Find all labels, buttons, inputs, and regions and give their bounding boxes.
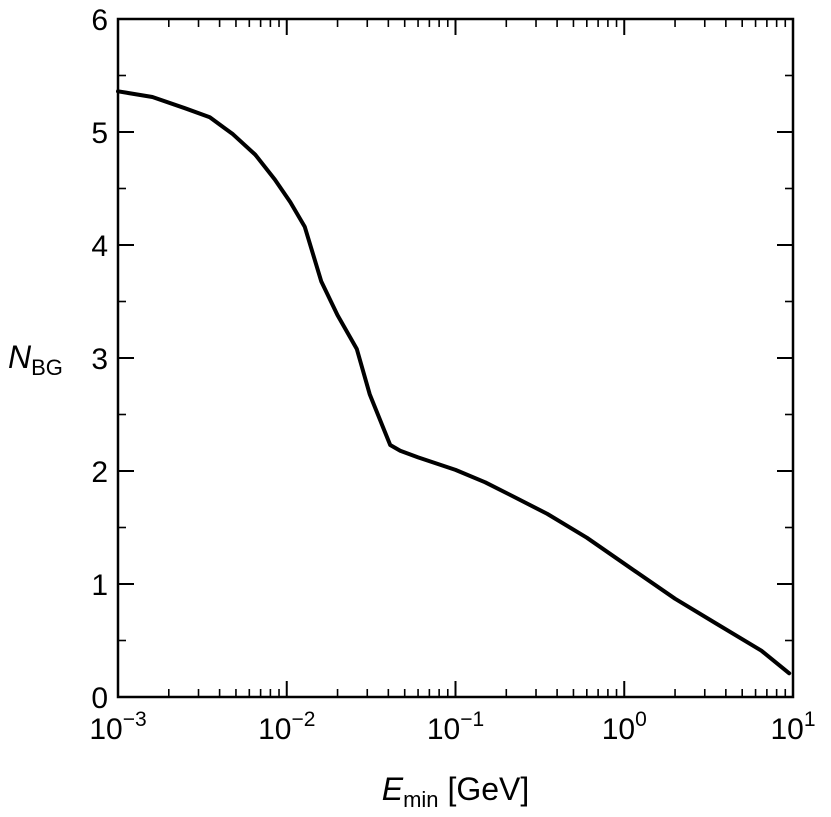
x-tick-label-exponent: 0 (635, 708, 647, 731)
minor-ticks (118, 19, 793, 697)
y-tick-label: 1 (91, 569, 108, 602)
y-tick-label: 6 (91, 4, 108, 37)
x-axis-label-sub: min (403, 787, 438, 812)
x-tick-label: 10−2 (258, 708, 315, 746)
x-tick-label-exponent: 1 (804, 708, 816, 731)
y-tick-label: 5 (91, 117, 108, 150)
series-line (116, 89, 792, 676)
x-tick-label-base: 10 (770, 713, 803, 746)
x-tick-label-exponent: −2 (291, 708, 315, 731)
y-axis-label: NBG (8, 339, 63, 380)
y-axis-label-sub: BG (31, 355, 63, 380)
x-tick-label: 10−3 (89, 708, 146, 746)
x-tick-label-exponent: −1 (460, 708, 484, 731)
x-tick-label-base: 10 (602, 713, 635, 746)
x-axis-label-suffix: [GeV] (439, 771, 530, 807)
y-tick-label: 4 (91, 230, 108, 263)
x-tick-label-exponent: −3 (123, 708, 147, 731)
plot-frame (116, 17, 795, 699)
x-tick-label: 10−1 (427, 708, 484, 746)
x-tick-label-base: 10 (89, 713, 122, 746)
x-tick-label-base: 10 (258, 713, 291, 746)
x-axis-label-main: E (382, 771, 404, 807)
y-tick-label: 0 (91, 682, 108, 715)
y-tick-label: 2 (91, 456, 108, 489)
y-axis-label-main: N (8, 339, 32, 375)
x-tick-label: 101 (770, 708, 815, 746)
x-axis-label: Emin [GeV] (382, 771, 530, 812)
x-tick-label: 100 (602, 708, 647, 746)
y-tick-label: 3 (91, 343, 108, 376)
series-layer (116, 89, 792, 676)
x-tick-label-base: 10 (427, 713, 460, 746)
major-ticks (117, 18, 794, 698)
